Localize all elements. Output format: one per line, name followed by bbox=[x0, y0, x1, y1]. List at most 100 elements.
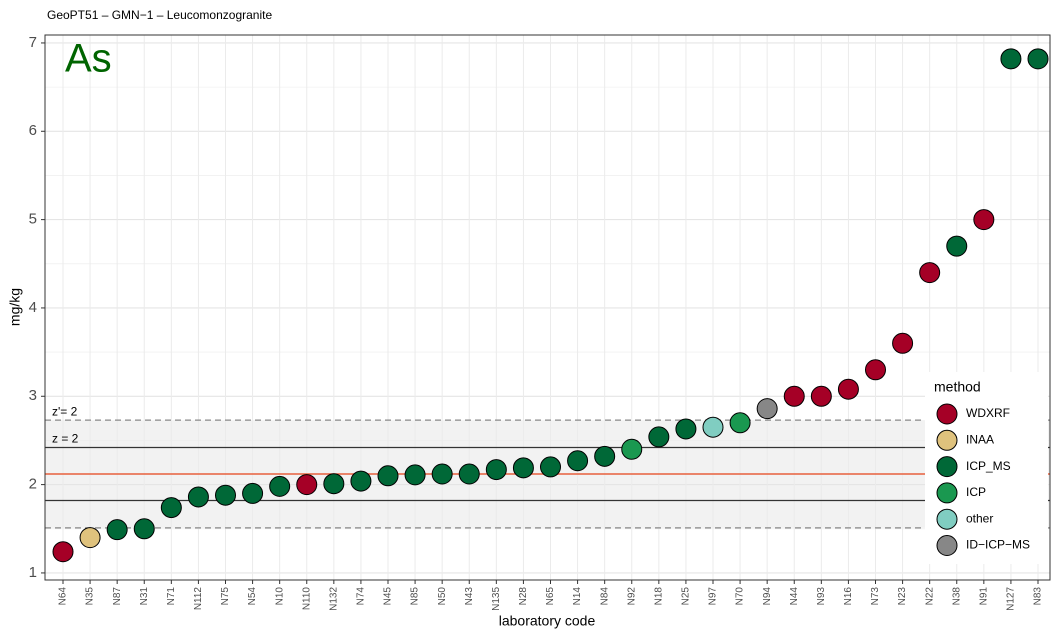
data-point bbox=[621, 438, 643, 460]
x-tick-label: N31 bbox=[139, 587, 150, 606]
data-point bbox=[269, 475, 291, 497]
data-point bbox=[485, 459, 507, 481]
x-tick-label: N65 bbox=[545, 587, 556, 606]
x-tick-label: N87 bbox=[112, 587, 123, 606]
x-tick-label: N73 bbox=[870, 587, 881, 606]
data-point bbox=[187, 486, 209, 508]
data-point bbox=[458, 463, 480, 485]
data-point bbox=[215, 484, 236, 506]
x-tick-label: N74 bbox=[356, 587, 367, 606]
data-point bbox=[404, 464, 426, 486]
x-tick-label: N10 bbox=[274, 587, 285, 606]
x-tick-label: N64 bbox=[58, 587, 69, 606]
y-tick-label: 4 bbox=[29, 299, 37, 316]
element-label: As bbox=[65, 37, 112, 81]
data-point bbox=[756, 398, 778, 420]
legend-marker bbox=[936, 535, 958, 556]
x-tick-label: N54 bbox=[247, 587, 258, 606]
x-tick-label: N97 bbox=[708, 587, 719, 606]
x-tick-label: N18 bbox=[653, 587, 664, 606]
legend-marker bbox=[936, 456, 958, 478]
x-tick-label: N23 bbox=[897, 587, 908, 606]
y-tick-label: 7 bbox=[29, 34, 37, 51]
data-point bbox=[783, 385, 805, 407]
x-tick-label: N85 bbox=[410, 587, 421, 606]
x-tick-label: N94 bbox=[762, 587, 773, 606]
data-point bbox=[594, 445, 616, 467]
data-point bbox=[702, 416, 724, 438]
data-point bbox=[377, 465, 399, 487]
legend-label: ID−ICP−MS bbox=[966, 538, 1030, 552]
legend-title: method bbox=[934, 379, 981, 395]
legend-label: INAA bbox=[966, 432, 994, 446]
data-point bbox=[729, 412, 751, 434]
legend-label: ICP_MS bbox=[966, 459, 1011, 473]
data-point bbox=[675, 418, 697, 440]
data-point bbox=[946, 235, 968, 257]
x-tick-label: N45 bbox=[383, 587, 394, 606]
z-prime-label: z'= 2 bbox=[52, 404, 78, 418]
x-tick-label: N50 bbox=[437, 587, 448, 606]
data-point bbox=[242, 482, 264, 504]
legend-marker bbox=[936, 482, 958, 504]
x-tick-label: N92 bbox=[626, 587, 637, 606]
data-point bbox=[837, 378, 859, 400]
y-tick-label: 3 bbox=[29, 387, 37, 404]
data-point bbox=[1027, 48, 1049, 70]
x-tick-label: N132 bbox=[328, 587, 339, 611]
data-point bbox=[512, 457, 534, 479]
x-tick-label: N127 bbox=[1006, 587, 1017, 611]
x-tick-label: N83 bbox=[1033, 587, 1044, 606]
x-tick-label: N91 bbox=[978, 587, 989, 606]
legend-label: WDXRF bbox=[966, 406, 1010, 420]
x-tick-label: N93 bbox=[816, 587, 827, 606]
x-tick-label: N25 bbox=[681, 587, 692, 606]
data-point bbox=[431, 463, 453, 485]
chart-title: GeoPT51 – GMN−1 – Leucomonzogranite bbox=[47, 8, 272, 22]
data-point bbox=[865, 359, 886, 381]
z-label: z = 2 bbox=[52, 432, 79, 446]
data-point bbox=[919, 262, 941, 284]
data-point bbox=[296, 474, 318, 496]
data-point bbox=[323, 473, 345, 495]
x-tick-label: N16 bbox=[843, 587, 854, 606]
data-point bbox=[648, 426, 670, 448]
data-point bbox=[1000, 48, 1022, 70]
legend-label: ICP bbox=[966, 485, 986, 499]
x-tick-label: N38 bbox=[951, 587, 962, 606]
data-point bbox=[892, 332, 914, 354]
legend-marker bbox=[936, 429, 958, 451]
x-tick-label: N14 bbox=[572, 587, 583, 606]
data-point bbox=[133, 518, 155, 540]
data-point bbox=[52, 541, 74, 563]
panel-border bbox=[44, 34, 1051, 581]
x-tick-label: N71 bbox=[166, 587, 177, 606]
x-tick-label: N22 bbox=[924, 587, 935, 606]
data-point bbox=[160, 497, 182, 519]
x-tick-label: N75 bbox=[220, 587, 231, 606]
y-tick-label: 2 bbox=[29, 476, 37, 493]
x-tick-label: N70 bbox=[735, 587, 746, 606]
x-tick-label: N35 bbox=[85, 587, 96, 606]
data-point bbox=[973, 209, 995, 231]
x-tick-label: N28 bbox=[518, 587, 529, 606]
data-point bbox=[540, 456, 561, 478]
y-tick-label: 1 bbox=[29, 564, 37, 581]
x-tick-label: N135 bbox=[491, 587, 502, 611]
x-tick-label: N44 bbox=[789, 587, 800, 606]
x-tick-label: N84 bbox=[599, 587, 610, 606]
x-tick-label: N112 bbox=[193, 587, 204, 611]
x-tick-label: N43 bbox=[464, 587, 475, 606]
data-point bbox=[810, 385, 832, 407]
legend-label: other bbox=[966, 511, 993, 525]
legend-marker bbox=[936, 403, 958, 425]
data-point bbox=[79, 527, 101, 549]
x-axis-label: laboratory code bbox=[499, 613, 596, 629]
data-point bbox=[350, 470, 372, 492]
y-tick-label: 6 bbox=[29, 122, 37, 139]
y-axis-label: mg/kg bbox=[7, 288, 23, 326]
legend-marker bbox=[936, 508, 958, 530]
data-point bbox=[106, 519, 128, 541]
y-tick-label: 5 bbox=[29, 211, 37, 228]
